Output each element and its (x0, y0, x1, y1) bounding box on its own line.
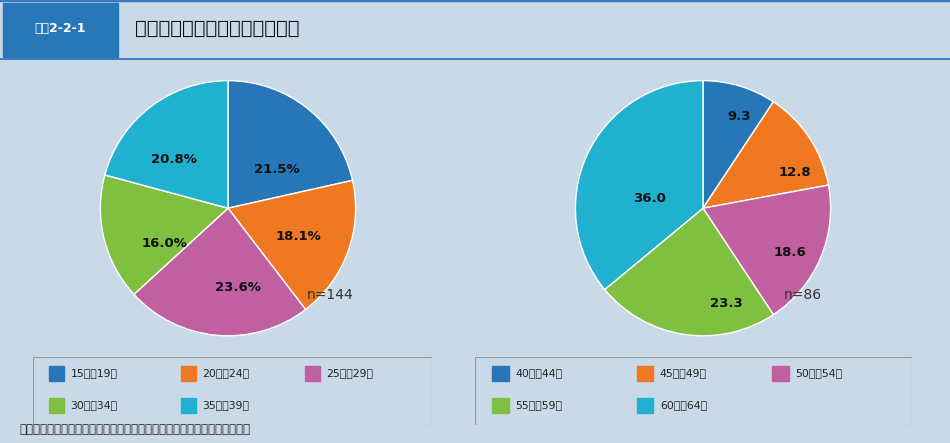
Bar (772, 365, 788, 381)
Text: 15歳～19歳: 15歳～19歳 (70, 368, 118, 378)
Bar (492, 398, 509, 413)
Text: 9.3: 9.3 (727, 110, 750, 123)
Bar (180, 398, 196, 413)
Text: 23.6%: 23.6% (216, 281, 261, 294)
Text: 18.6: 18.6 (773, 246, 807, 259)
Text: 23.3: 23.3 (710, 297, 742, 311)
Wedge shape (605, 208, 773, 336)
Text: 60歳～64歳: 60歳～64歳 (660, 400, 707, 410)
Wedge shape (228, 180, 355, 310)
Text: 21.5%: 21.5% (254, 163, 299, 176)
Wedge shape (134, 208, 306, 336)
Bar (49, 398, 65, 413)
Bar (180, 365, 196, 381)
Text: 12.8: 12.8 (779, 166, 811, 179)
Wedge shape (576, 81, 703, 290)
Text: 50歳～54歳: 50歳～54歳 (795, 368, 843, 378)
Text: 55歳～59歳: 55歳～59歳 (516, 400, 562, 410)
Bar (492, 365, 509, 381)
Text: n=86: n=86 (784, 288, 822, 302)
Bar (636, 365, 654, 381)
Wedge shape (104, 81, 228, 208)
Wedge shape (101, 175, 228, 294)
Text: 18.1%: 18.1% (276, 230, 321, 243)
Text: n=144: n=144 (307, 288, 353, 302)
Wedge shape (703, 102, 828, 208)
Text: 資料：内閣府「こども・若者の意識と生活に関する調査（令和４年度）」: 資料：内閣府「こども・若者の意識と生活に関する調査（令和４年度）」 (19, 424, 250, 436)
Wedge shape (703, 185, 830, 315)
Text: 36.0: 36.0 (633, 191, 666, 205)
Text: 20.8%: 20.8% (151, 153, 198, 166)
Text: 40歳～44歳: 40歳～44歳 (516, 368, 562, 378)
Text: 図表2-2-1: 図表2-2-1 (35, 23, 86, 35)
Text: ひきこもり状態の人（年齢別）: ひきこもり状態の人（年齢別） (135, 19, 299, 39)
Text: 45歳～49歳: 45歳～49歳 (660, 368, 707, 378)
Text: 30歳～34歳: 30歳～34歳 (70, 400, 118, 410)
Text: 20歳～24歳: 20歳～24歳 (202, 368, 249, 378)
Bar (305, 365, 320, 381)
Bar (636, 398, 654, 413)
Wedge shape (703, 81, 773, 208)
Bar (3, 3, 118, 57)
Wedge shape (228, 81, 352, 208)
Text: 25歳～29歳: 25歳～29歳 (326, 368, 372, 378)
Text: 35歳～39歳: 35歳～39歳 (202, 400, 249, 410)
Text: 16.0%: 16.0% (142, 237, 187, 250)
Bar (49, 365, 65, 381)
